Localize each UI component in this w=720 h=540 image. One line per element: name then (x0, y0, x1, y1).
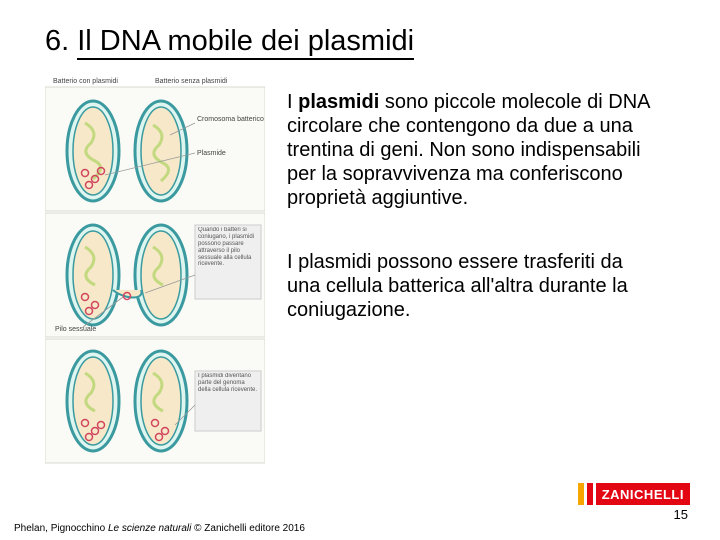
plasmid-diagram: Batterio con plasmidi Batterio senza pla… (45, 75, 265, 465)
label-chromosome: Cromosoma batterico (197, 116, 264, 123)
label-pilus: Pilo sessuale (55, 326, 96, 333)
footer-title: Le scienze naturali (108, 523, 191, 534)
logo-bar-2 (587, 483, 593, 505)
diagram-svg: Batterio con plasmidi Batterio senza pla… (45, 75, 265, 465)
slide-title: 6. Il DNA mobile dei plasmidi (45, 25, 414, 60)
cell3-left-inner (73, 357, 113, 445)
title-text: Il DNA mobile dei plasmidi (77, 25, 414, 60)
p1-bold: plasmidi (298, 91, 379, 113)
title-number: 6. (45, 25, 77, 57)
cell2-left-inner (73, 231, 113, 319)
paragraph-2: I plasmidi possono essere trasferiti da … (287, 250, 657, 322)
label-bact-with: Batterio con plasmidi (53, 78, 118, 85)
logo-text: ZANICHELLI (596, 483, 690, 505)
logo-bar-1 (578, 483, 584, 505)
callout-result-text: I plasmidi diventano parte del genoma de… (198, 373, 258, 429)
slide: 6. Il DNA mobile dei plasmidi Batterio c… (0, 0, 720, 540)
footer-authors: Phelan, Pignocchino (14, 523, 108, 534)
page-number: 15 (674, 507, 688, 522)
footer-citation: Phelan, Pignocchino Le scienze naturali … (14, 523, 305, 534)
footer-rest: © Zanichelli editore 2016 (191, 523, 305, 534)
callout-conj-text: Quando i batteri si coniugano, i plasmid… (198, 227, 258, 297)
p1-lead: I (287, 91, 298, 113)
paragraph-1: I plasmidi sono piccole molecole di DNA … (287, 90, 657, 210)
label-plasmid: Plasmide (197, 150, 226, 157)
cell2-right-inner (141, 231, 181, 319)
cell-right-inner (141, 107, 181, 195)
publisher-logo: ZANICHELLI (578, 483, 690, 505)
label-bact-without: Batterio senza plasmidi (155, 78, 228, 85)
